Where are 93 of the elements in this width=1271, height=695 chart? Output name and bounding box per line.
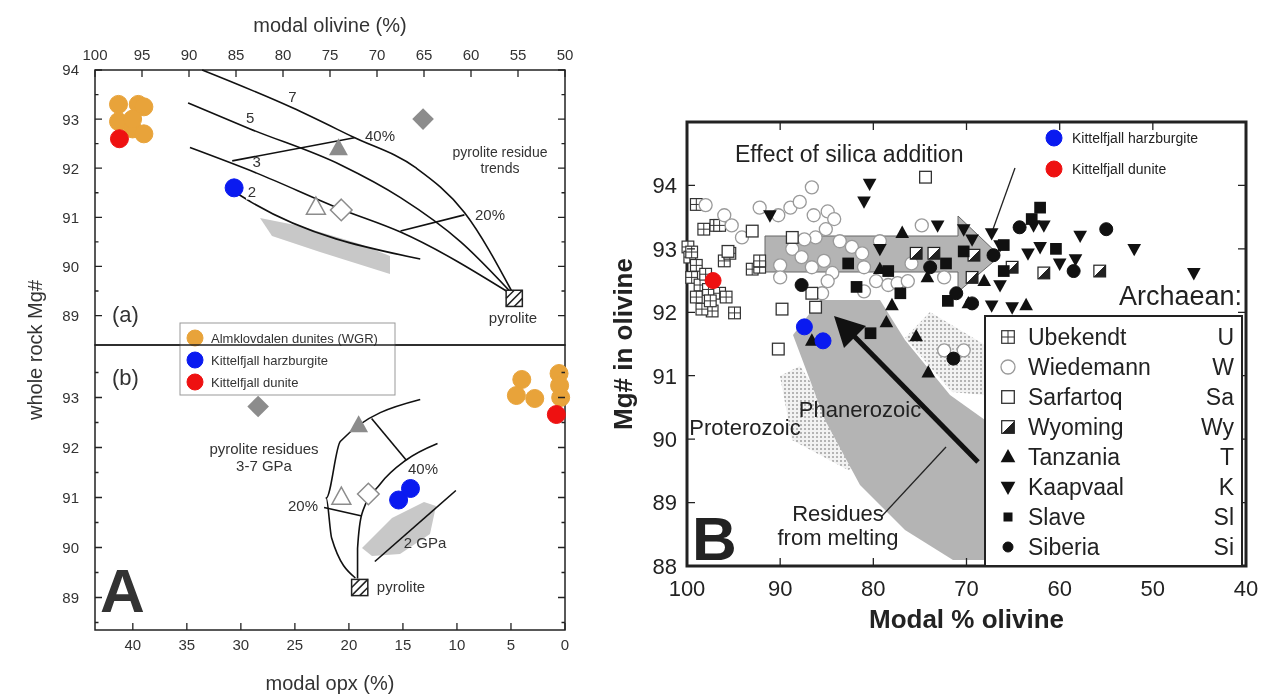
y-tick-label: 94	[652, 173, 677, 199]
y-tick-label: 89	[62, 588, 79, 606]
y-tick-label: 91	[62, 208, 79, 226]
annotation: Proterozoic	[689, 414, 801, 440]
annotation: T	[1219, 444, 1234, 471]
x-tick-label: 70	[954, 576, 979, 601]
annotation: 20%	[474, 206, 506, 224]
y-tick-label: 92	[62, 438, 79, 456]
x-tick-label: 55	[509, 46, 527, 63]
y-tick-label: 90	[652, 427, 677, 453]
legend-label: Ubekendt	[1028, 324, 1128, 350]
annotation: (a)	[112, 302, 139, 327]
legend-label: Sarfartoq	[1028, 384, 1123, 410]
x-tick-label: 100	[668, 576, 706, 601]
series-label: 7	[288, 87, 297, 105]
annotation: Si	[1213, 534, 1234, 561]
x-tick-label: 80	[861, 576, 886, 601]
x-tick-label: 65	[415, 46, 433, 63]
annotation: pyrolite	[488, 309, 538, 327]
y-tick-label: 93	[652, 236, 677, 262]
y-tick-label: 89	[62, 306, 79, 324]
annotation: pyrolite residue trends	[452, 144, 548, 176]
annotation: 40%	[364, 127, 396, 145]
x-tick-label: 95	[133, 46, 151, 63]
legend-label: Kittelfjall dunite	[211, 375, 299, 390]
x-tick-label: 70	[368, 46, 386, 63]
annotation: 40%	[407, 460, 439, 478]
legend-label: Slave	[1028, 504, 1086, 530]
annotation: W	[1212, 354, 1235, 381]
y-tick-label: 93	[62, 388, 79, 406]
x-tick-label: 90	[180, 46, 198, 63]
annotation: Effect of silica addition	[735, 141, 964, 167]
x-tick-label: 20	[340, 636, 358, 653]
annotation: Residues from melting	[777, 500, 899, 550]
x-tick-label: 60	[462, 46, 480, 63]
annotation: K	[1218, 474, 1235, 501]
x-axis-title: modal olivine (%)	[253, 14, 407, 36]
annotation: Phanerozoic	[798, 396, 922, 422]
y-tick-label: 91	[62, 488, 79, 506]
annotation: pyrolite	[376, 578, 426, 596]
x-tick-label: 5	[506, 636, 516, 653]
legend-label: Wiedemann	[1028, 354, 1151, 380]
y-tick-label: 93	[62, 110, 79, 128]
y-tick-label: 92	[652, 300, 677, 326]
x-tick-label: 40	[124, 636, 142, 653]
x-axis-title: Modal % olivine	[868, 604, 1065, 634]
x-tick-label: 50	[556, 46, 574, 63]
legend-label: Kittelfjall dunite	[1072, 161, 1167, 177]
y-tick-label: 94	[62, 61, 79, 79]
annotation: U	[1217, 324, 1234, 351]
legend-label: Almklovdalen dunites (WGR)	[211, 331, 378, 346]
series-label: 3	[252, 153, 261, 171]
x-tick-label: 85	[227, 46, 245, 63]
annotation: pyrolite residues 3-7 GPa	[209, 440, 319, 474]
annotation: Sa	[1205, 384, 1235, 411]
x-tick-label: 25	[286, 636, 304, 653]
y-tick-label: 89	[652, 490, 677, 516]
x-tick-label: 75	[321, 46, 339, 63]
series-label: 5	[245, 108, 255, 126]
y-tick-label: 88	[652, 553, 677, 579]
x-axis-title: modal opx (%)	[265, 672, 395, 694]
x-tick-label: 15	[394, 636, 412, 653]
annotation: A	[100, 556, 145, 625]
x-tick-label: 100	[82, 46, 108, 63]
legend-title: Archaean:	[1118, 281, 1242, 311]
annotation: Sl	[1213, 504, 1234, 531]
legend-label: Kittelfjall harzburgite	[211, 353, 329, 368]
annotation: B	[692, 504, 737, 573]
annotation: (b)	[112, 365, 139, 390]
annotation: 2 GPa	[403, 534, 447, 552]
x-tick-label: 60	[1047, 576, 1072, 601]
x-tick-label: 0	[560, 636, 570, 653]
y-tick-label: 91	[652, 363, 677, 389]
legend-label: Tanzania	[1028, 444, 1121, 470]
legend-label: Wyoming	[1028, 414, 1124, 440]
x-tick-label: 80	[274, 46, 292, 63]
y-tick-label: 90	[62, 538, 79, 556]
series-label: 2	[247, 182, 257, 200]
legend-label: Kittelfjall harzburgite	[1072, 130, 1199, 146]
x-tick-label: 30	[232, 636, 250, 653]
legend-label: Siberia	[1028, 534, 1100, 560]
annotation: Wy	[1200, 414, 1235, 441]
y-axis-title: whole rock Mg#	[24, 279, 46, 422]
x-tick-label: 35	[178, 636, 196, 653]
x-tick-label: 90	[767, 576, 793, 601]
x-tick-label: 50	[1140, 576, 1166, 601]
x-tick-label: 10	[448, 636, 466, 653]
annotation: 20%	[287, 497, 319, 515]
y-axis-title: Mg# in olivine	[608, 258, 638, 430]
legend-label: Kaapvaal	[1028, 474, 1124, 500]
y-tick-label: 92	[62, 159, 79, 177]
x-tick-label: 40	[1233, 576, 1259, 601]
y-tick-label: 90	[62, 257, 79, 275]
